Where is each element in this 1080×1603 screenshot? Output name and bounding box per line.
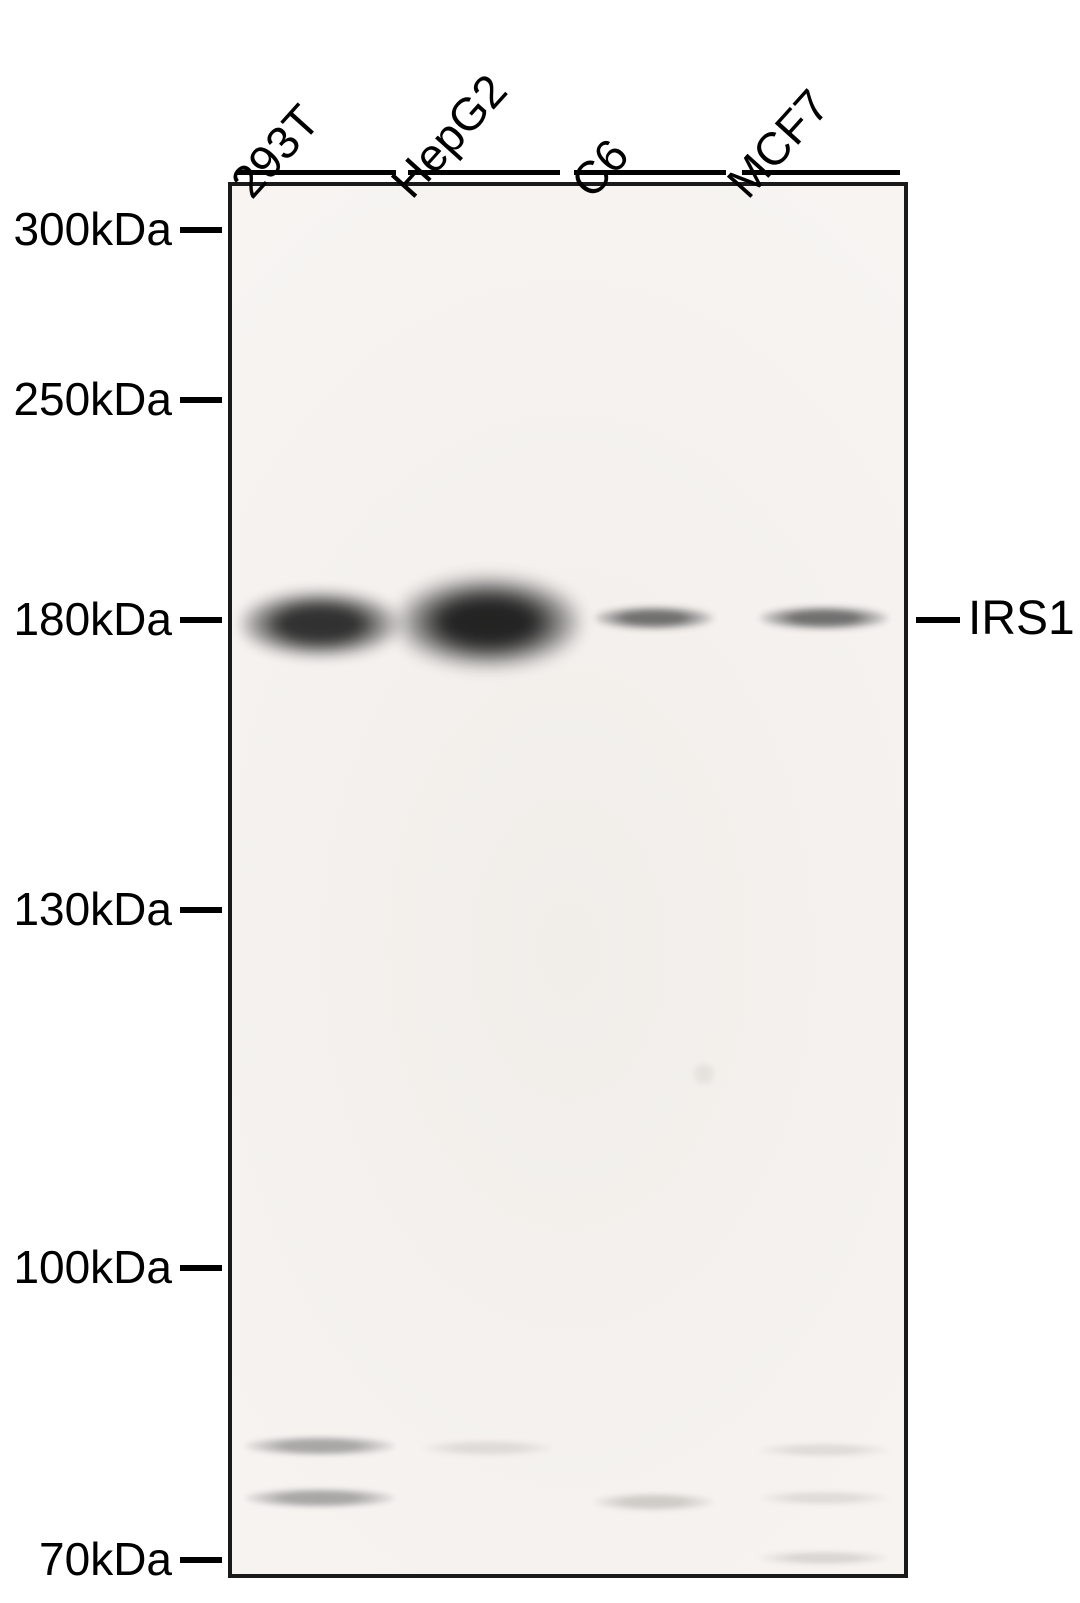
mw-tick-0 (180, 227, 222, 233)
band-lane0-0 (240, 588, 400, 660)
mw-tick-5 (180, 1557, 222, 1563)
mw-tick-2 (180, 617, 222, 623)
noise-spot-0 (694, 1064, 714, 1084)
target-tick (916, 617, 960, 623)
band-lane3-8 (759, 1442, 889, 1458)
mw-tick-1 (180, 397, 222, 403)
band-lane1-6 (423, 1439, 553, 1457)
western-blot-image (228, 182, 908, 1578)
blot-background (232, 186, 904, 1574)
mw-tick-4 (180, 1265, 222, 1271)
band-lane2-7 (594, 1492, 714, 1512)
band-lane0-5 (245, 1487, 395, 1509)
band-lane2-2 (594, 605, 714, 631)
band-lane3-3 (759, 605, 889, 631)
mw-tick-3 (180, 907, 222, 913)
band-lane1-1 (396, 573, 581, 671)
band-lane0-4 (245, 1435, 395, 1457)
mw-label-3: 130kDa (13, 882, 172, 936)
band-lane3-9 (759, 1490, 889, 1506)
noise-spot-1 (516, 1136, 532, 1152)
mw-label-1: 250kDa (13, 372, 172, 426)
mw-label-0: 300kDa (13, 202, 172, 256)
mw-label-2: 180kDa (13, 592, 172, 646)
mw-label-5: 70kDa (39, 1532, 172, 1586)
target-label: IRS1 (968, 591, 1075, 646)
mw-label-4: 100kDa (13, 1240, 172, 1294)
band-lane3-10 (759, 1550, 889, 1566)
